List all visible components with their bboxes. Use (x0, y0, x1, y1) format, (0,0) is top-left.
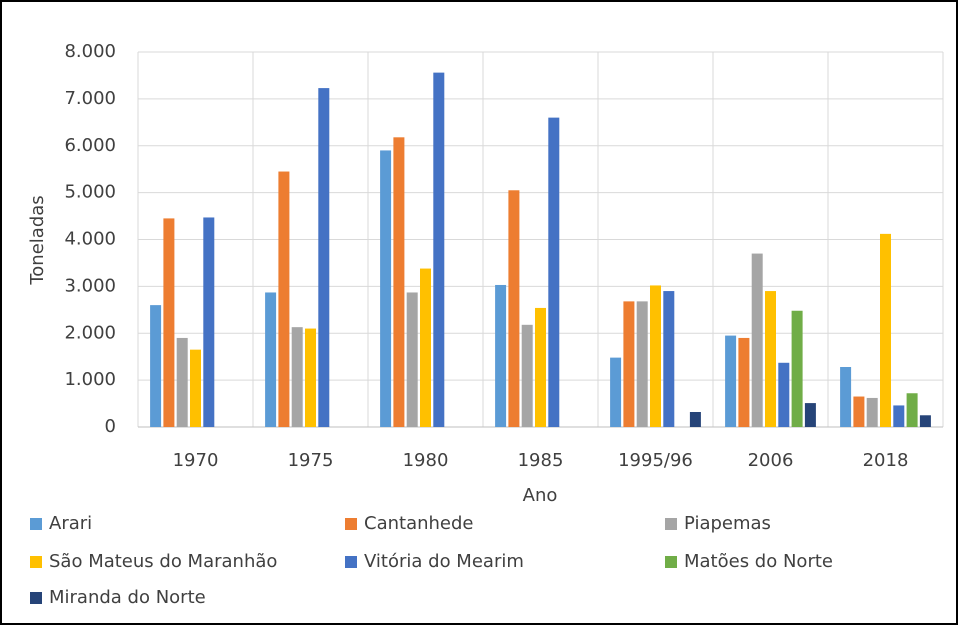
legend-swatch (345, 518, 357, 530)
bar (791, 310, 803, 427)
bar (495, 284, 507, 427)
bar (433, 72, 445, 427)
y-tick-label: 6.000 (64, 135, 116, 156)
bar (778, 362, 790, 427)
bar (265, 292, 277, 427)
bar (866, 397, 878, 427)
bar (318, 88, 330, 427)
bar (176, 337, 188, 427)
x-tick-label: 1980 (403, 450, 449, 471)
legend-label: Matões do Norte (684, 551, 833, 572)
bar (291, 327, 303, 427)
x-axis-title: Ano (523, 485, 558, 506)
bar (163, 218, 175, 427)
y-tick-label: 3.000 (64, 275, 116, 296)
bar (738, 337, 750, 427)
bar (393, 137, 405, 427)
y-tick-label: 4.000 (64, 229, 116, 250)
y-tick-label: 7.000 (64, 88, 116, 109)
legend-swatch (345, 556, 357, 568)
legend-label: Arari (49, 513, 92, 534)
y-tick-label: 8.000 (64, 41, 116, 62)
x-tick-label: 1995/96 (618, 450, 693, 471)
bar (919, 415, 931, 427)
bar (278, 171, 290, 427)
bar (508, 190, 520, 427)
bar (623, 301, 635, 427)
bar (663, 291, 675, 427)
legend-label: Piapemas (684, 513, 771, 534)
x-tick-label: 2006 (748, 450, 794, 471)
legend-label: Cantanhede (364, 513, 474, 534)
legend-swatch (665, 518, 677, 530)
bar (380, 150, 392, 427)
y-tick-label: 1.000 (64, 369, 116, 390)
bar (725, 335, 737, 427)
legend-label: Vitória do Mearim (364, 551, 524, 572)
bar (765, 291, 776, 427)
bar (535, 307, 546, 427)
bar (150, 305, 162, 427)
x-tick-label: 1985 (518, 450, 564, 471)
bar (636, 301, 648, 427)
bar (751, 253, 763, 427)
bar (650, 285, 661, 427)
legend-swatch (30, 518, 42, 530)
y-axis-title: Toneladas (27, 195, 48, 285)
x-tick-label: 1970 (173, 450, 219, 471)
y-tick-label: 5.000 (64, 182, 116, 203)
bar (548, 117, 560, 427)
bar (406, 292, 418, 427)
bar (610, 357, 622, 427)
bar (521, 324, 533, 427)
bar (305, 328, 316, 427)
bar (804, 403, 816, 427)
x-tick-label: 1975 (288, 450, 334, 471)
bar (853, 396, 865, 427)
bar (190, 349, 201, 427)
bar (689, 412, 701, 427)
legend-swatch (30, 592, 42, 604)
legend-label: Miranda do Norte (49, 587, 206, 608)
bar (906, 393, 918, 427)
legend-swatch (30, 556, 42, 568)
bar (880, 233, 891, 427)
x-tick-label: 2018 (863, 450, 909, 471)
y-tick-label: 2.000 (64, 322, 116, 343)
legend-swatch (665, 556, 677, 568)
bar (893, 405, 905, 427)
bar (420, 268, 431, 427)
legend-label: São Mateus do Maranhão (49, 551, 277, 572)
y-tick-label: 0 (105, 416, 116, 437)
bar (840, 367, 852, 427)
bar (203, 217, 215, 427)
